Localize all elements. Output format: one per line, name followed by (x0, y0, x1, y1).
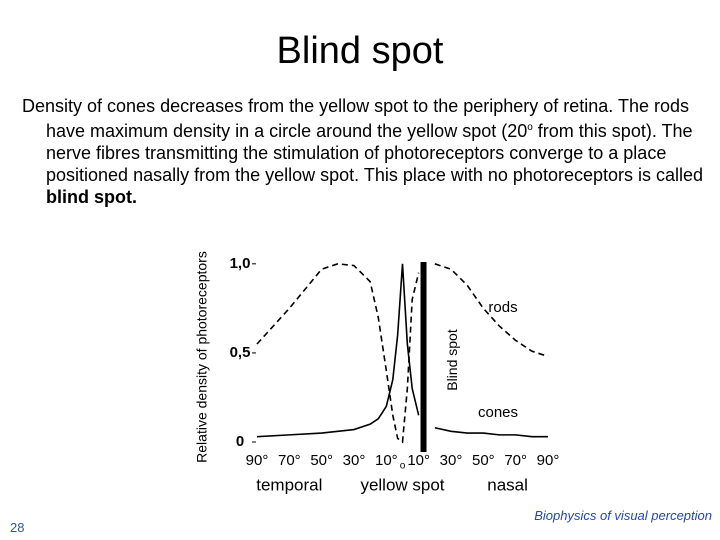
x-tick-label: 50° (310, 452, 333, 469)
x-tick-label: 10° (375, 452, 398, 469)
body-text-part: from this spot). The nerve fibres transm… (46, 121, 704, 185)
x-tick-label: 70° (278, 452, 301, 469)
y-tick-label: 0,5 (230, 344, 251, 361)
x-tick-label: 90° (537, 452, 560, 469)
body-text: Density of cones decreases from the yell… (22, 95, 716, 208)
superscript: o (527, 122, 533, 133)
slide-title: Blind spot (276, 30, 444, 72)
region-label: temporal (256, 475, 322, 494)
y-axis-label: Relative density of photoreceptors (194, 251, 210, 463)
bold-term: blind spot. (46, 187, 137, 207)
blind-spot-label: Blind spot (444, 329, 460, 391)
y-tick-label: 1,0 (230, 255, 251, 272)
region-label: nasal (487, 475, 528, 494)
x-tick-label: 90° (246, 452, 269, 469)
page-number: 28 (10, 520, 25, 535)
series-label: cones (478, 404, 518, 421)
x-tick-label: 30° (343, 452, 366, 469)
series-line (256, 263, 420, 438)
series-label: rods (488, 299, 517, 316)
x-tick-label: 50° (472, 452, 495, 469)
body-text-part: Density of cones decreases from the yell… (22, 96, 690, 141)
x-tick-label: o (400, 461, 406, 472)
footer: Biophysics of visual perception (534, 508, 712, 523)
x-tick-label: 10° (407, 452, 430, 469)
x-tick-label: 70° (504, 452, 527, 469)
y-tick-label: 0 (236, 433, 244, 450)
region-label: yellow spot (360, 475, 444, 494)
x-tick-label: 30° (440, 452, 463, 469)
series-line (256, 263, 420, 444)
series-line (434, 263, 549, 358)
series-line (434, 426, 548, 438)
